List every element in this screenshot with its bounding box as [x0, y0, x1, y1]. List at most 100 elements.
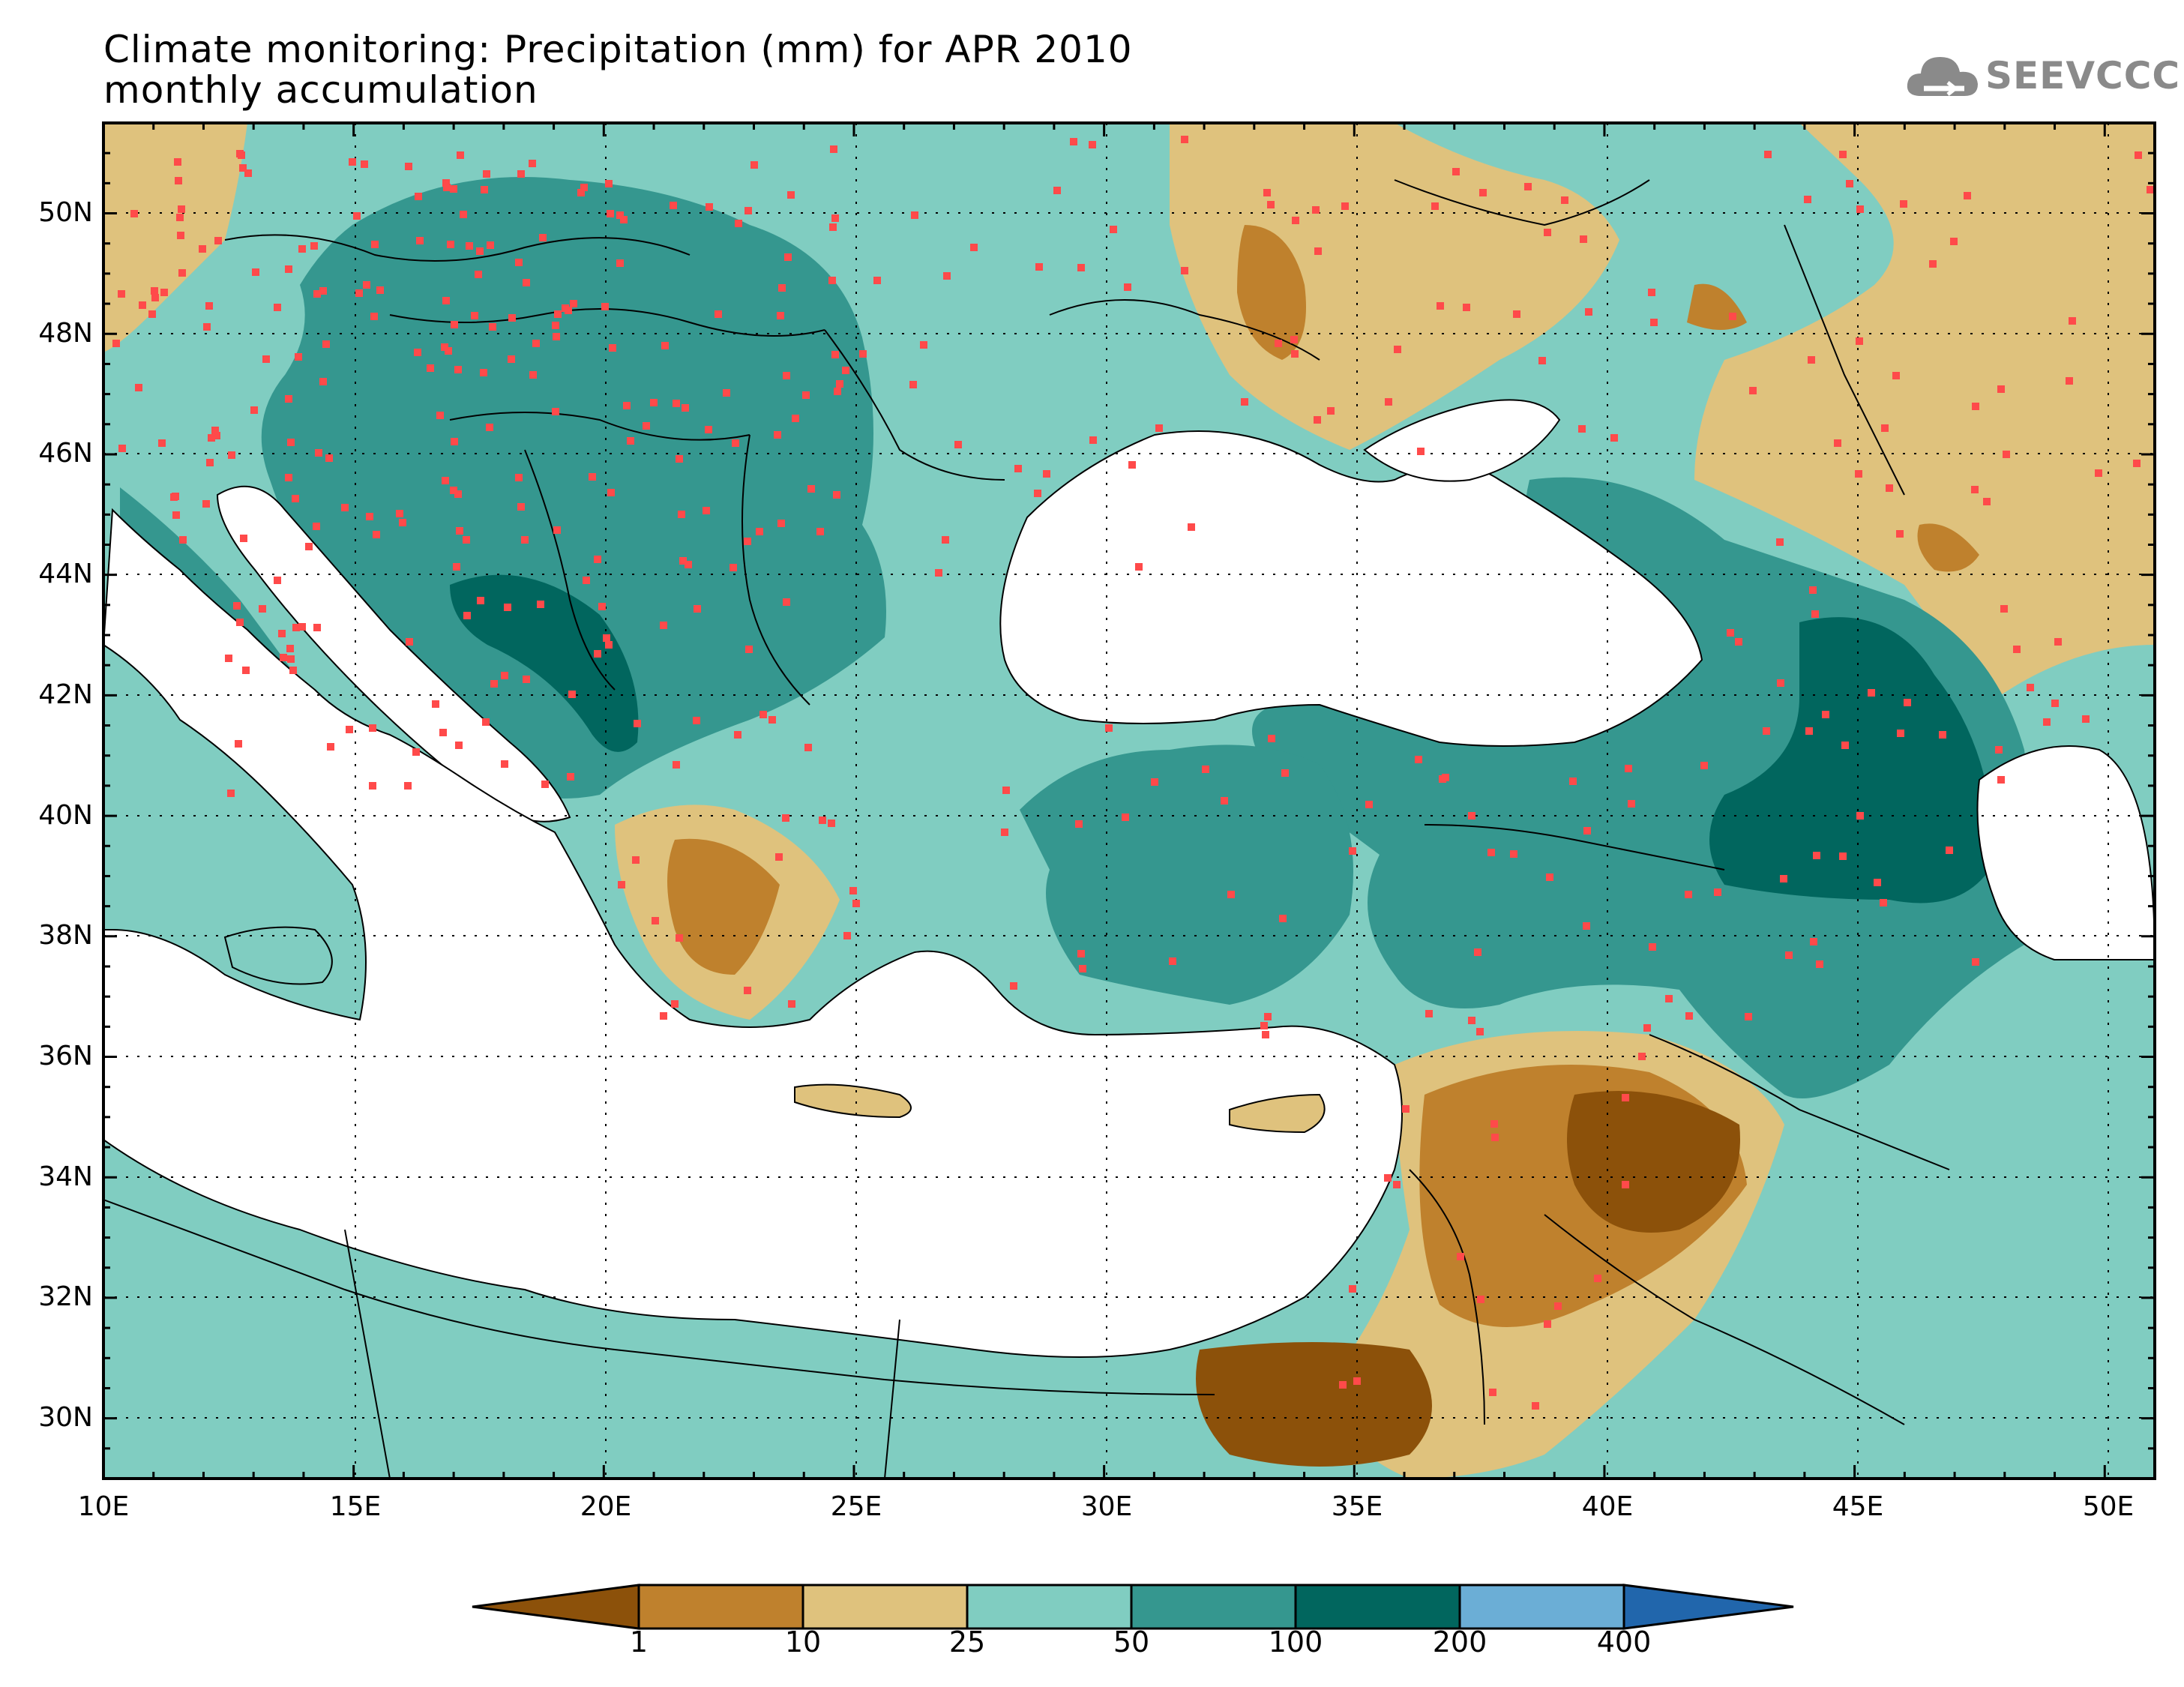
country-borders [103, 179, 1950, 1479]
station-marker [305, 543, 313, 550]
station-marker [1339, 1381, 1347, 1389]
station-marker [1477, 1296, 1484, 1303]
station-marker [1749, 387, 1757, 394]
station-marker [777, 520, 785, 527]
station-marker [412, 748, 420, 756]
station-marker [476, 247, 484, 255]
station-marker [643, 422, 650, 430]
station-marker [454, 490, 462, 498]
station-marker [1221, 797, 1228, 805]
station-marker [1939, 731, 1946, 739]
region-ukraine-dry [1237, 225, 1306, 360]
station-marker [523, 279, 530, 286]
station-marker [442, 477, 449, 484]
station-marker [603, 634, 610, 642]
station-marker [792, 415, 799, 422]
station-marker [213, 432, 220, 439]
station-marker [1291, 350, 1299, 358]
station-marker [369, 724, 376, 732]
station-marker [1365, 801, 1373, 808]
station-marker [2069, 317, 2076, 325]
sicily [223, 926, 333, 985]
station-marker [483, 170, 490, 178]
station-marker [453, 563, 460, 571]
station-marker [225, 655, 232, 662]
station-marker [442, 297, 450, 304]
y-tick-label: 42N [38, 679, 93, 710]
station-marker [178, 205, 185, 213]
station-marker [607, 210, 614, 217]
colorbar-label: 50 [1113, 1626, 1150, 1659]
graticule [103, 123, 2155, 1479]
station-marker [158, 439, 166, 447]
station-marker [286, 645, 294, 652]
station-marker [174, 158, 181, 166]
station-marker [1972, 403, 1979, 410]
station-marker [734, 731, 741, 739]
colorbar-label: 400 [1596, 1626, 1652, 1659]
station-marker [405, 163, 412, 170]
station-marker [744, 207, 752, 214]
station-marker [1685, 1012, 1693, 1020]
station-marker [517, 503, 525, 511]
station-marker [1263, 189, 1271, 196]
station-marker [1260, 1022, 1268, 1029]
station-marker [515, 259, 523, 266]
chart-title: Climate monitoring: Precipitation (mm) f… [103, 28, 1133, 71]
station-marker [414, 349, 421, 356]
map-frame [102, 121, 2156, 1480]
station-marker [1929, 260, 1937, 268]
station-marker [1490, 1120, 1498, 1128]
region-sinai-very-dry [1196, 1342, 1432, 1467]
station-marker [1649, 943, 1656, 951]
station-marker [943, 272, 951, 280]
station-marker [1665, 995, 1673, 1002]
station-marker [1811, 610, 1819, 618]
station-marker [2027, 684, 2034, 691]
station-marker [1385, 398, 1392, 406]
station-marker [451, 438, 458, 445]
station-marker [313, 624, 321, 631]
station-marker [1181, 267, 1188, 274]
station-marker [679, 557, 687, 565]
station-marker [703, 507, 710, 514]
station-marker [262, 355, 270, 363]
station-marker [480, 369, 487, 376]
station-marker [783, 598, 790, 606]
station-marker [777, 312, 784, 319]
station-marker [203, 323, 211, 331]
station-marker [508, 355, 515, 363]
station-marker [1437, 302, 1444, 310]
station-marker [784, 253, 792, 261]
station-marker [208, 434, 215, 442]
station-marker [1010, 982, 1017, 990]
station-marker [1610, 434, 1618, 442]
station-marker [552, 322, 559, 329]
station-marker [2135, 151, 2142, 159]
y-tick-label: 50N [38, 197, 93, 228]
station-marker [1510, 850, 1517, 858]
station-marker [1622, 1094, 1629, 1101]
station-marker [346, 726, 353, 733]
station-marker [1583, 827, 1591, 835]
station-marker [529, 160, 536, 167]
station-marker [1070, 138, 1077, 145]
station-marker [1393, 1181, 1401, 1188]
station-marker [1764, 151, 1772, 158]
station-marker [521, 536, 529, 544]
station-marker [562, 304, 569, 312]
station-marker [660, 1012, 667, 1020]
station-marker [759, 711, 767, 718]
station-marker [836, 380, 843, 388]
station-marker [1700, 762, 1708, 769]
station-marker [176, 214, 184, 221]
station-marker [454, 366, 462, 373]
y-tick-label: 46N [38, 438, 93, 469]
station-marker [1874, 879, 1881, 886]
adriatic-sea [216, 485, 571, 823]
station-marker [118, 445, 126, 452]
station-marker [1349, 1285, 1356, 1293]
station-marker [287, 439, 295, 446]
station-marker [1735, 638, 1742, 646]
colorbar-label: 100 [1268, 1626, 1323, 1659]
